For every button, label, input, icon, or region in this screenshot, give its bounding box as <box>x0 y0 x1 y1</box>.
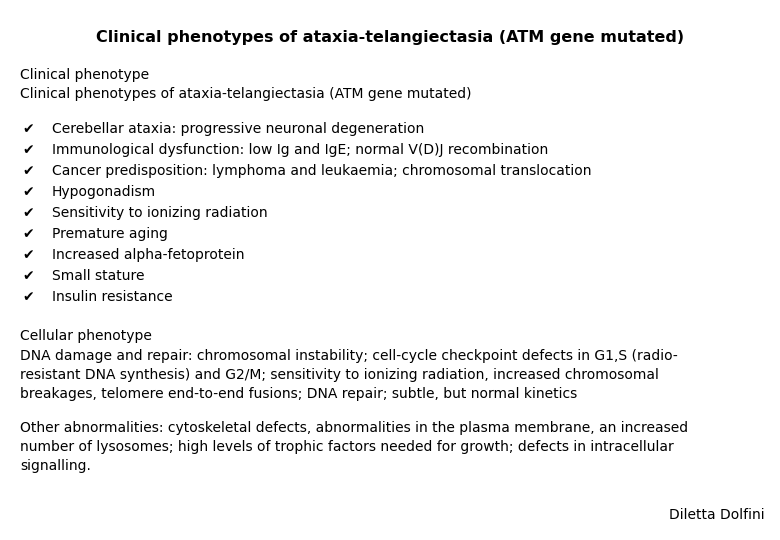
Text: Small stature: Small stature <box>52 269 144 283</box>
Text: ✔: ✔ <box>22 290 34 304</box>
Text: Other abnormalities: cytoskeletal defects, abnormalities in the plasma membrane,: Other abnormalities: cytoskeletal defect… <box>20 421 688 473</box>
Text: Cerebellar ataxia: progressive neuronal degeneration: Cerebellar ataxia: progressive neuronal … <box>52 122 424 136</box>
Text: Increased alpha-fetoprotein: Increased alpha-fetoprotein <box>52 248 244 262</box>
Text: Immunological dysfunction: low Ig and IgE; normal V(D)J recombination: Immunological dysfunction: low Ig and Ig… <box>52 143 548 157</box>
Text: Hypogonadism: Hypogonadism <box>52 185 156 199</box>
Text: DNA damage and repair: chromosomal instability; cell-cycle checkpoint defects in: DNA damage and repair: chromosomal insta… <box>20 349 678 401</box>
Text: ✔: ✔ <box>22 143 34 157</box>
Text: ✔: ✔ <box>22 227 34 241</box>
Text: Clinical phenotype: Clinical phenotype <box>20 68 149 82</box>
Text: ✔: ✔ <box>22 269 34 283</box>
Text: Premature aging: Premature aging <box>52 227 168 241</box>
Text: ✔: ✔ <box>22 206 34 220</box>
Text: ✔: ✔ <box>22 185 34 199</box>
Text: Diletta Dolfini: Diletta Dolfini <box>669 508 765 522</box>
Text: ✔: ✔ <box>22 164 34 178</box>
Text: ✔: ✔ <box>22 122 34 136</box>
Text: Clinical phenotypes of ataxia-telangiectasia (ATM gene mutated): Clinical phenotypes of ataxia-telangiect… <box>20 87 471 101</box>
Text: ✔: ✔ <box>22 248 34 262</box>
Text: Cellular phenotype: Cellular phenotype <box>20 329 152 343</box>
Text: Sensitivity to ionizing radiation: Sensitivity to ionizing radiation <box>52 206 268 220</box>
Text: Cancer predisposition: lymphoma and leukaemia; chromosomal translocation: Cancer predisposition: lymphoma and leuk… <box>52 164 591 178</box>
Text: Clinical phenotypes of ataxia-telangiectasia (ATM gene mutated): Clinical phenotypes of ataxia-telangiect… <box>96 30 684 45</box>
Text: Insulin resistance: Insulin resistance <box>52 290 172 304</box>
